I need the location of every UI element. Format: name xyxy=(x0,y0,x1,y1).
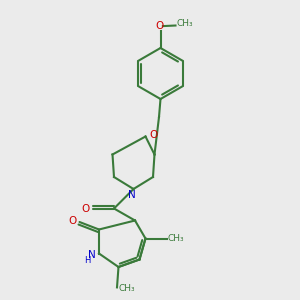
Text: O: O xyxy=(68,216,76,226)
Text: O: O xyxy=(81,203,89,214)
Text: O: O xyxy=(155,21,163,31)
Text: O: O xyxy=(149,130,157,140)
Text: H: H xyxy=(84,256,91,265)
Text: CH₃: CH₃ xyxy=(168,234,184,243)
Text: CH₃: CH₃ xyxy=(177,19,194,28)
Text: N: N xyxy=(88,250,95,260)
Text: N: N xyxy=(128,190,136,200)
Text: CH₃: CH₃ xyxy=(118,284,135,293)
